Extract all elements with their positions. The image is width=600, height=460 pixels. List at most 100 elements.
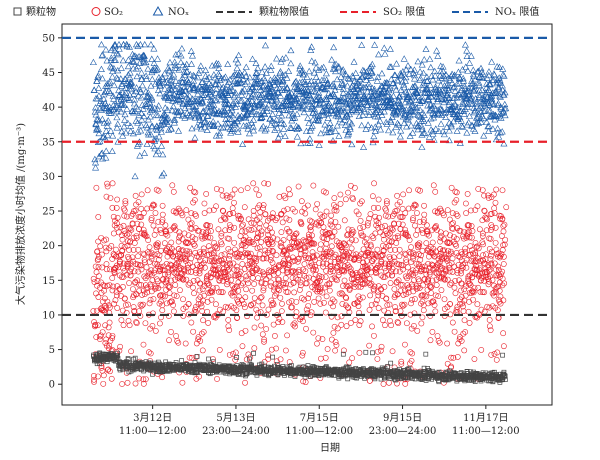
nox-point (401, 98, 409, 106)
so2-point (229, 292, 236, 299)
nox-point (425, 133, 433, 140)
so2-point (156, 300, 163, 307)
so2-point (92, 322, 99, 329)
so2-point (243, 286, 249, 293)
nox-point (152, 125, 160, 132)
nox-point (408, 101, 416, 109)
nox-point (134, 92, 142, 99)
so2-point (276, 193, 283, 200)
nox-point (179, 100, 187, 107)
nox-point (103, 104, 111, 112)
nox-point (147, 130, 155, 138)
so2-point (325, 253, 332, 260)
particulate-point (131, 356, 136, 362)
nox-point (185, 100, 193, 107)
so2-point (96, 333, 103, 340)
nox-point (203, 75, 211, 82)
so2-point (146, 244, 153, 251)
so2-point (387, 280, 394, 286)
nox-point (121, 116, 129, 123)
nox-point (464, 67, 472, 74)
nox-point (185, 79, 193, 86)
nox-point (425, 93, 433, 100)
so2-point (179, 275, 186, 282)
so2-point (158, 298, 164, 305)
plot-area (61, 23, 553, 406)
nox-point (130, 52, 138, 59)
nox-point (107, 127, 115, 134)
nox-point (188, 52, 196, 59)
so2-point (201, 292, 208, 299)
nox-point (134, 105, 142, 112)
so2-point (373, 222, 380, 229)
nox-point (101, 88, 109, 95)
nox-point (485, 71, 493, 79)
so2-point (148, 215, 155, 222)
legend-triangle-marker (152, 5, 164, 16)
so2-point (190, 328, 197, 335)
nox-point (398, 71, 406, 78)
so2-point (140, 380, 147, 387)
so2-point (134, 261, 141, 268)
so2-point (316, 218, 323, 225)
so2-point (327, 258, 334, 265)
nox-point (448, 79, 456, 86)
nox-point (120, 95, 128, 102)
nox-point (394, 119, 402, 127)
so2-point (225, 273, 232, 280)
nox-point (409, 102, 417, 110)
so2-point (186, 250, 193, 257)
so2-point (242, 228, 249, 235)
nox-point (402, 115, 410, 122)
so2-point (334, 277, 340, 284)
so2-point (480, 241, 487, 248)
so2-point (91, 372, 97, 379)
nox-point (94, 116, 102, 123)
nox-point (123, 105, 131, 112)
so2-point (313, 267, 319, 273)
so2-point (251, 324, 258, 331)
so2-point (394, 192, 400, 199)
nox-point (273, 55, 281, 62)
so2-point (429, 328, 436, 335)
so2-point (131, 268, 138, 275)
so2-point (153, 241, 160, 248)
nox-point (411, 71, 419, 79)
so2-point (305, 234, 312, 241)
so2-point (187, 184, 194, 191)
nox-point (301, 80, 309, 88)
nox-point (285, 67, 293, 74)
so2-point (172, 282, 179, 288)
nox-point (199, 99, 207, 106)
nox-point (367, 67, 375, 74)
nox-point (499, 65, 507, 72)
nox-point (170, 116, 178, 123)
so2-point (133, 234, 140, 241)
nox-point (170, 71, 178, 78)
nox-point (175, 96, 183, 103)
nox-point (466, 95, 474, 102)
nox-point (267, 66, 275, 73)
nox-point (178, 44, 186, 52)
so2-point (274, 285, 281, 292)
so2-point (125, 318, 132, 324)
nox-point (405, 70, 413, 77)
nox-point (463, 129, 471, 136)
so2-point (317, 300, 324, 307)
nox-point (480, 107, 488, 115)
nox-point (117, 95, 125, 103)
so2-point (187, 260, 194, 267)
so2-point (303, 306, 310, 313)
nox-point (129, 50, 137, 58)
nox-point (345, 89, 353, 96)
so2-point (337, 200, 344, 207)
so2-point (310, 265, 317, 272)
nox-point (475, 79, 483, 86)
nox-point (346, 123, 354, 130)
so2-point (412, 296, 418, 302)
nox-point (214, 120, 222, 127)
so2-point (217, 270, 224, 277)
so2-point (369, 193, 376, 200)
nox-point (257, 86, 265, 93)
so2-point (170, 302, 176, 309)
